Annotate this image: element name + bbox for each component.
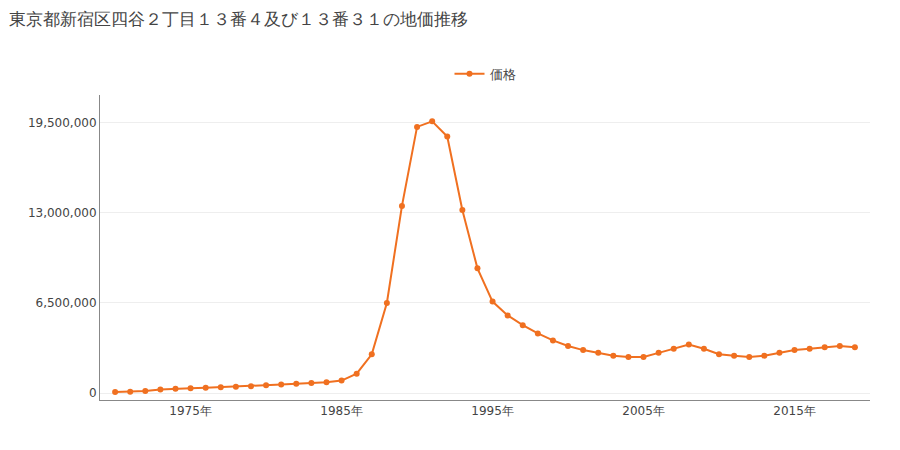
svg-text:0: 0 (89, 386, 97, 400)
svg-text:価格: 価格 (490, 67, 516, 82)
svg-text:1975年: 1975年 (169, 404, 212, 418)
svg-text:2005年: 2005年 (622, 404, 665, 418)
svg-text:1985年: 1985年 (320, 404, 363, 418)
svg-text:1995年: 1995年 (471, 404, 514, 418)
svg-text:6,500,000: 6,500,000 (36, 296, 97, 310)
svg-text:2015年: 2015年 (773, 404, 816, 418)
svg-text:東京都新宿区四谷２丁目１３番４及び１３番３１の地価推移: 東京都新宿区四谷２丁目１３番４及び１３番３１の地価推移 (9, 9, 468, 29)
svg-text:19,500,000: 19,500,000 (28, 116, 97, 130)
svg-text:13,000,000: 13,000,000 (28, 206, 97, 220)
